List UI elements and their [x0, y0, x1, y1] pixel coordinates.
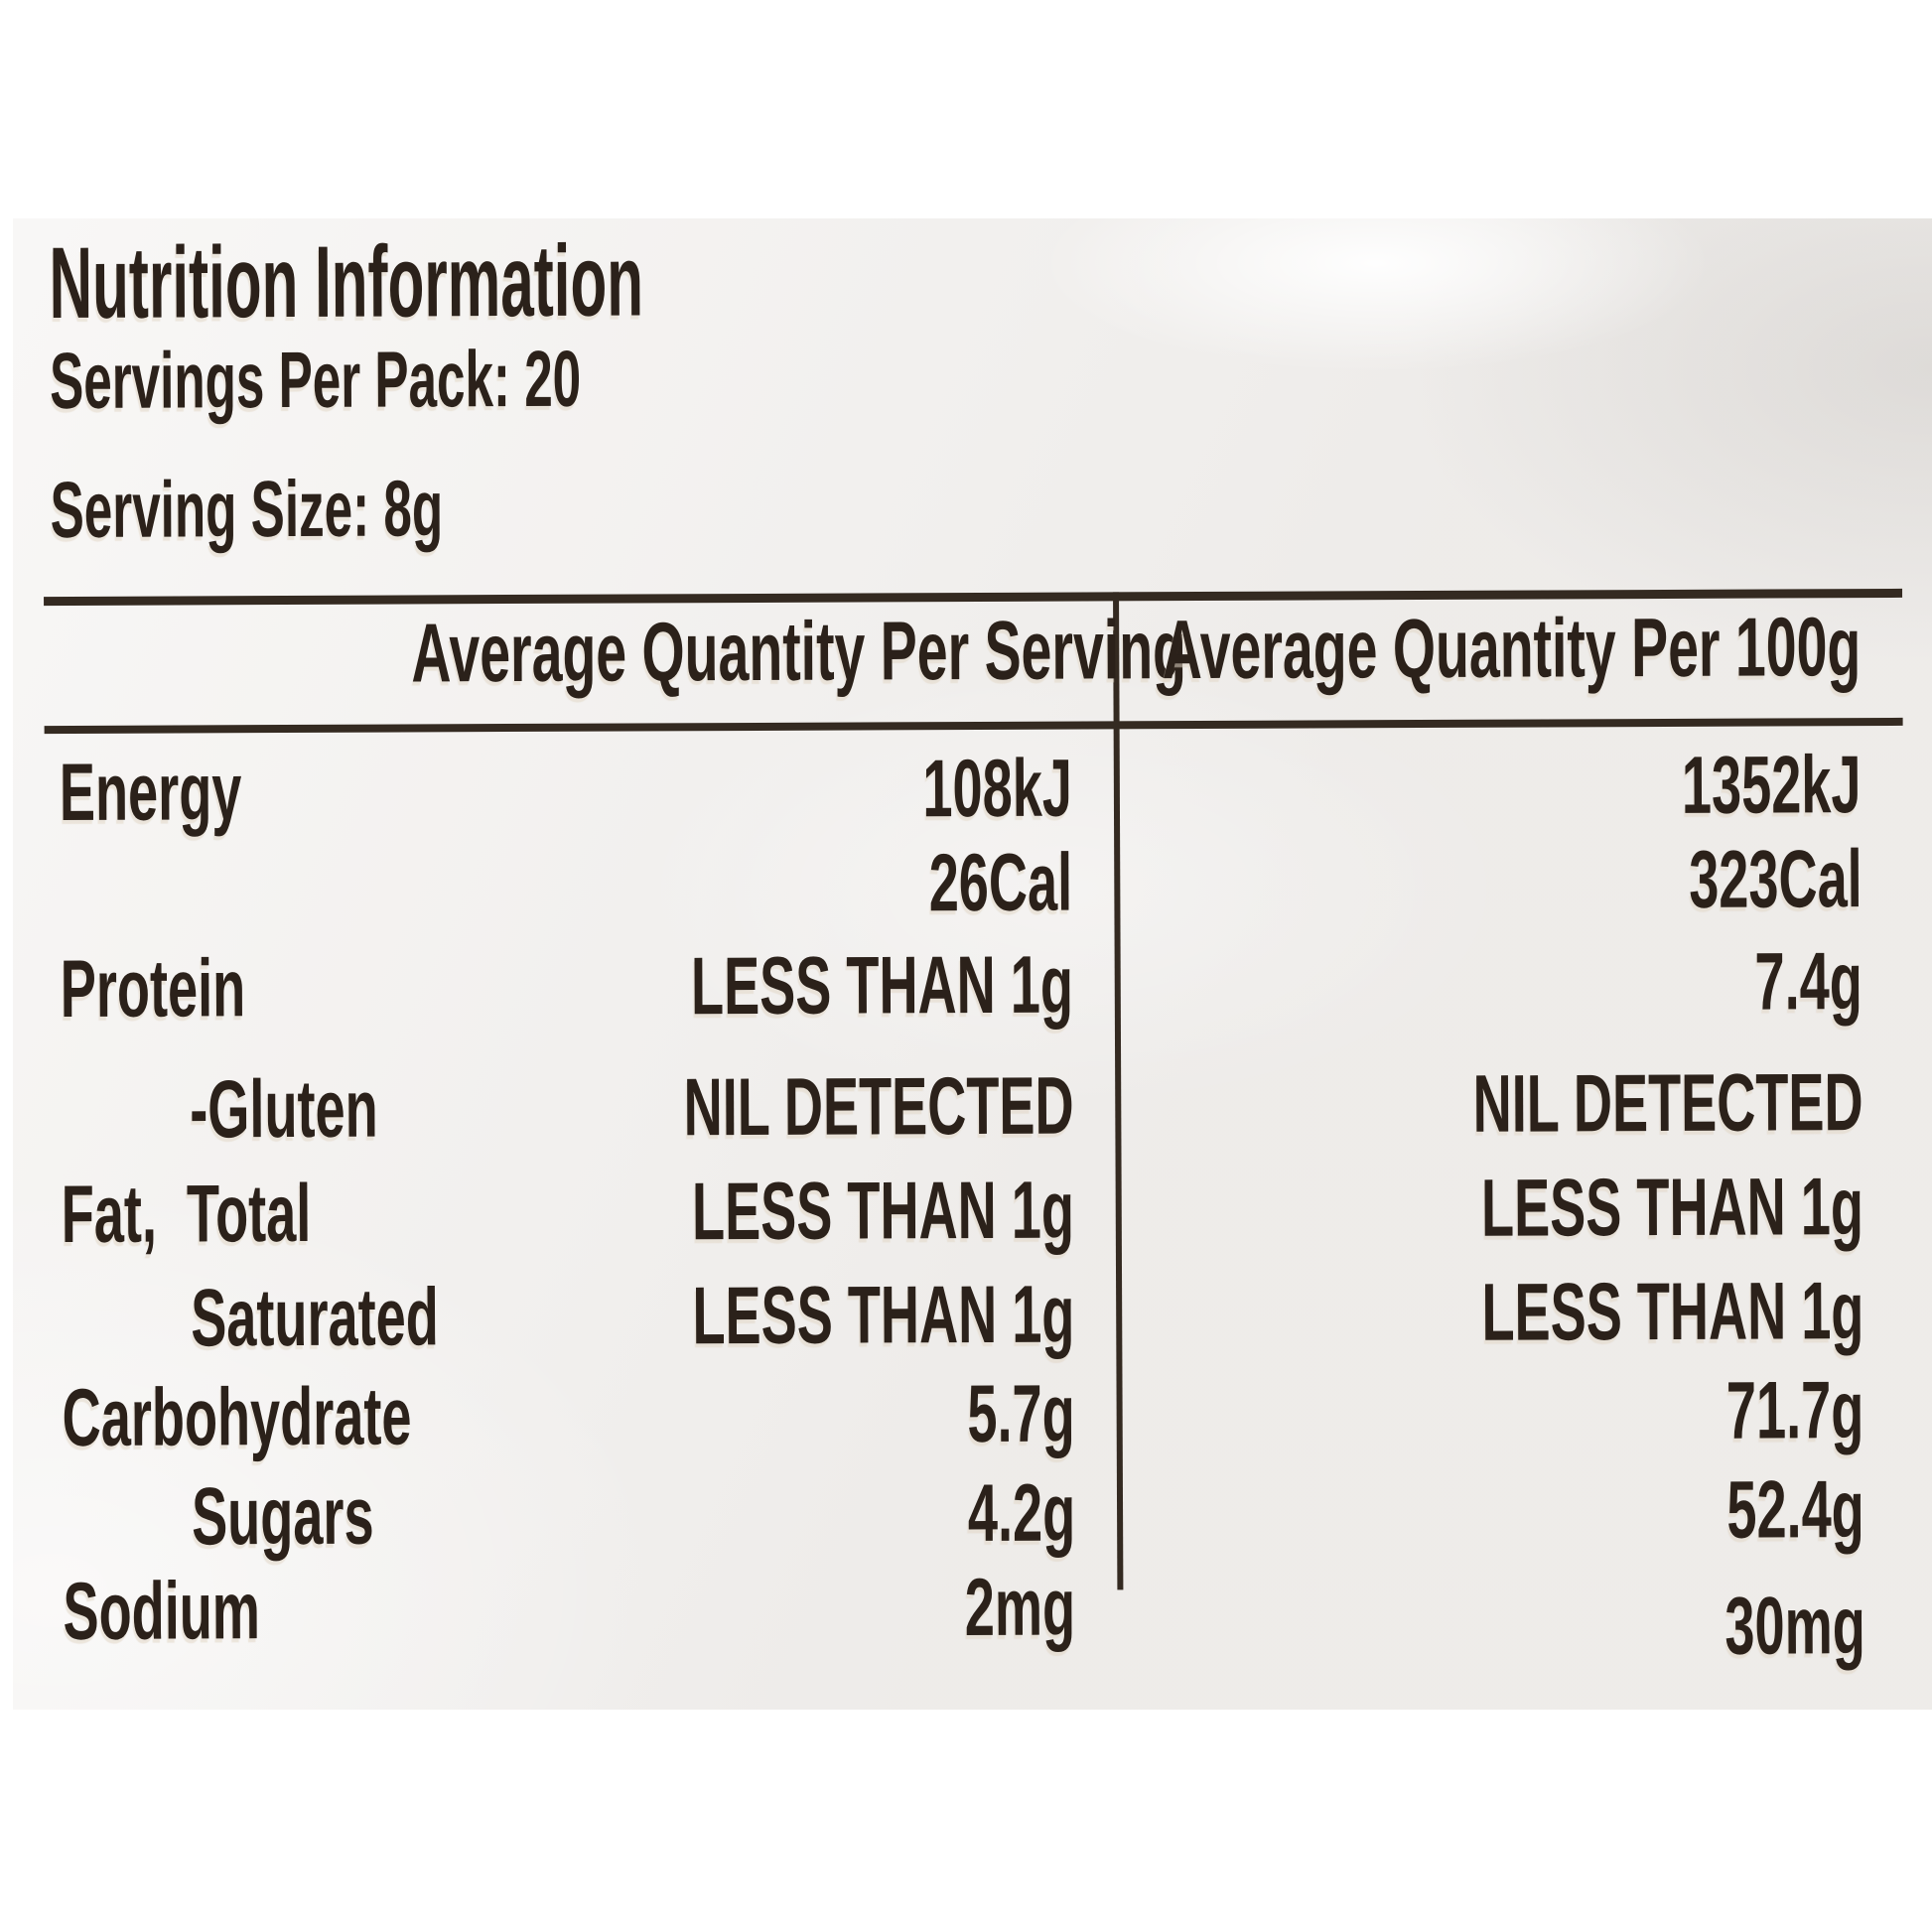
panel-content: Nutrition Information Servings Per Pack:…: [10, 214, 1932, 1714]
table-row: 26Cal 323Cal: [13, 834, 1932, 946]
table-row: Sugars 4.2g 52.4g: [16, 1464, 1932, 1577]
per-100g-value: 1352kJ: [1682, 740, 1863, 831]
nutrition-panel: Nutrition Information Servings Per Pack:…: [13, 218, 1932, 1710]
table-header-row: Average Quantity Per Serving Average Qua…: [12, 600, 1931, 712]
table-row: Protein LESS THAN 1g 7.4g: [14, 936, 1932, 1048]
table-row: Saturated LESS THAN 1g LESS THAN 1g: [15, 1266, 1932, 1378]
table-row: Energy 108kJ 1352kJ: [13, 740, 1932, 852]
per-100g-value: 30mg: [1724, 1581, 1865, 1672]
panel-title: Nutrition Information: [49, 223, 644, 341]
servings-per-pack: Servings Per Pack: 20: [49, 334, 582, 426]
per-100g-value: 52.4g: [1726, 1464, 1865, 1556]
per-100g-value: NIL DETECTED: [1472, 1057, 1863, 1150]
table-row: Fat, Total LESS THAN 1g LESS THAN 1g: [15, 1162, 1932, 1274]
serving-size: Serving Size: 8g: [50, 464, 444, 555]
per-100g-value: LESS THAN 1g: [1480, 1162, 1863, 1254]
per-100g-value: 71.7g: [1726, 1365, 1864, 1456]
column-header-per-100g: Average Quantity Per 100g: [1162, 600, 1862, 697]
per-100g-value: 323Cal: [1688, 834, 1863, 925]
table-row: Carbohydrate 5.7g 71.7g: [15, 1365, 1932, 1477]
table-body: Energy 108kJ 1352kJ 26Cal 323Cal Protein…: [10, 214, 1929, 1672]
per-100g-value: LESS THAN 1g: [1481, 1266, 1864, 1358]
table-row: -Gluten NIL DETECTED NIL DETECTED: [14, 1057, 1932, 1170]
table-rule-header: [44, 717, 1903, 735]
table-row: Sodium 2mg 30mg: [16, 1563, 1932, 1672]
per-100g-value: 7.4g: [1754, 936, 1863, 1028]
